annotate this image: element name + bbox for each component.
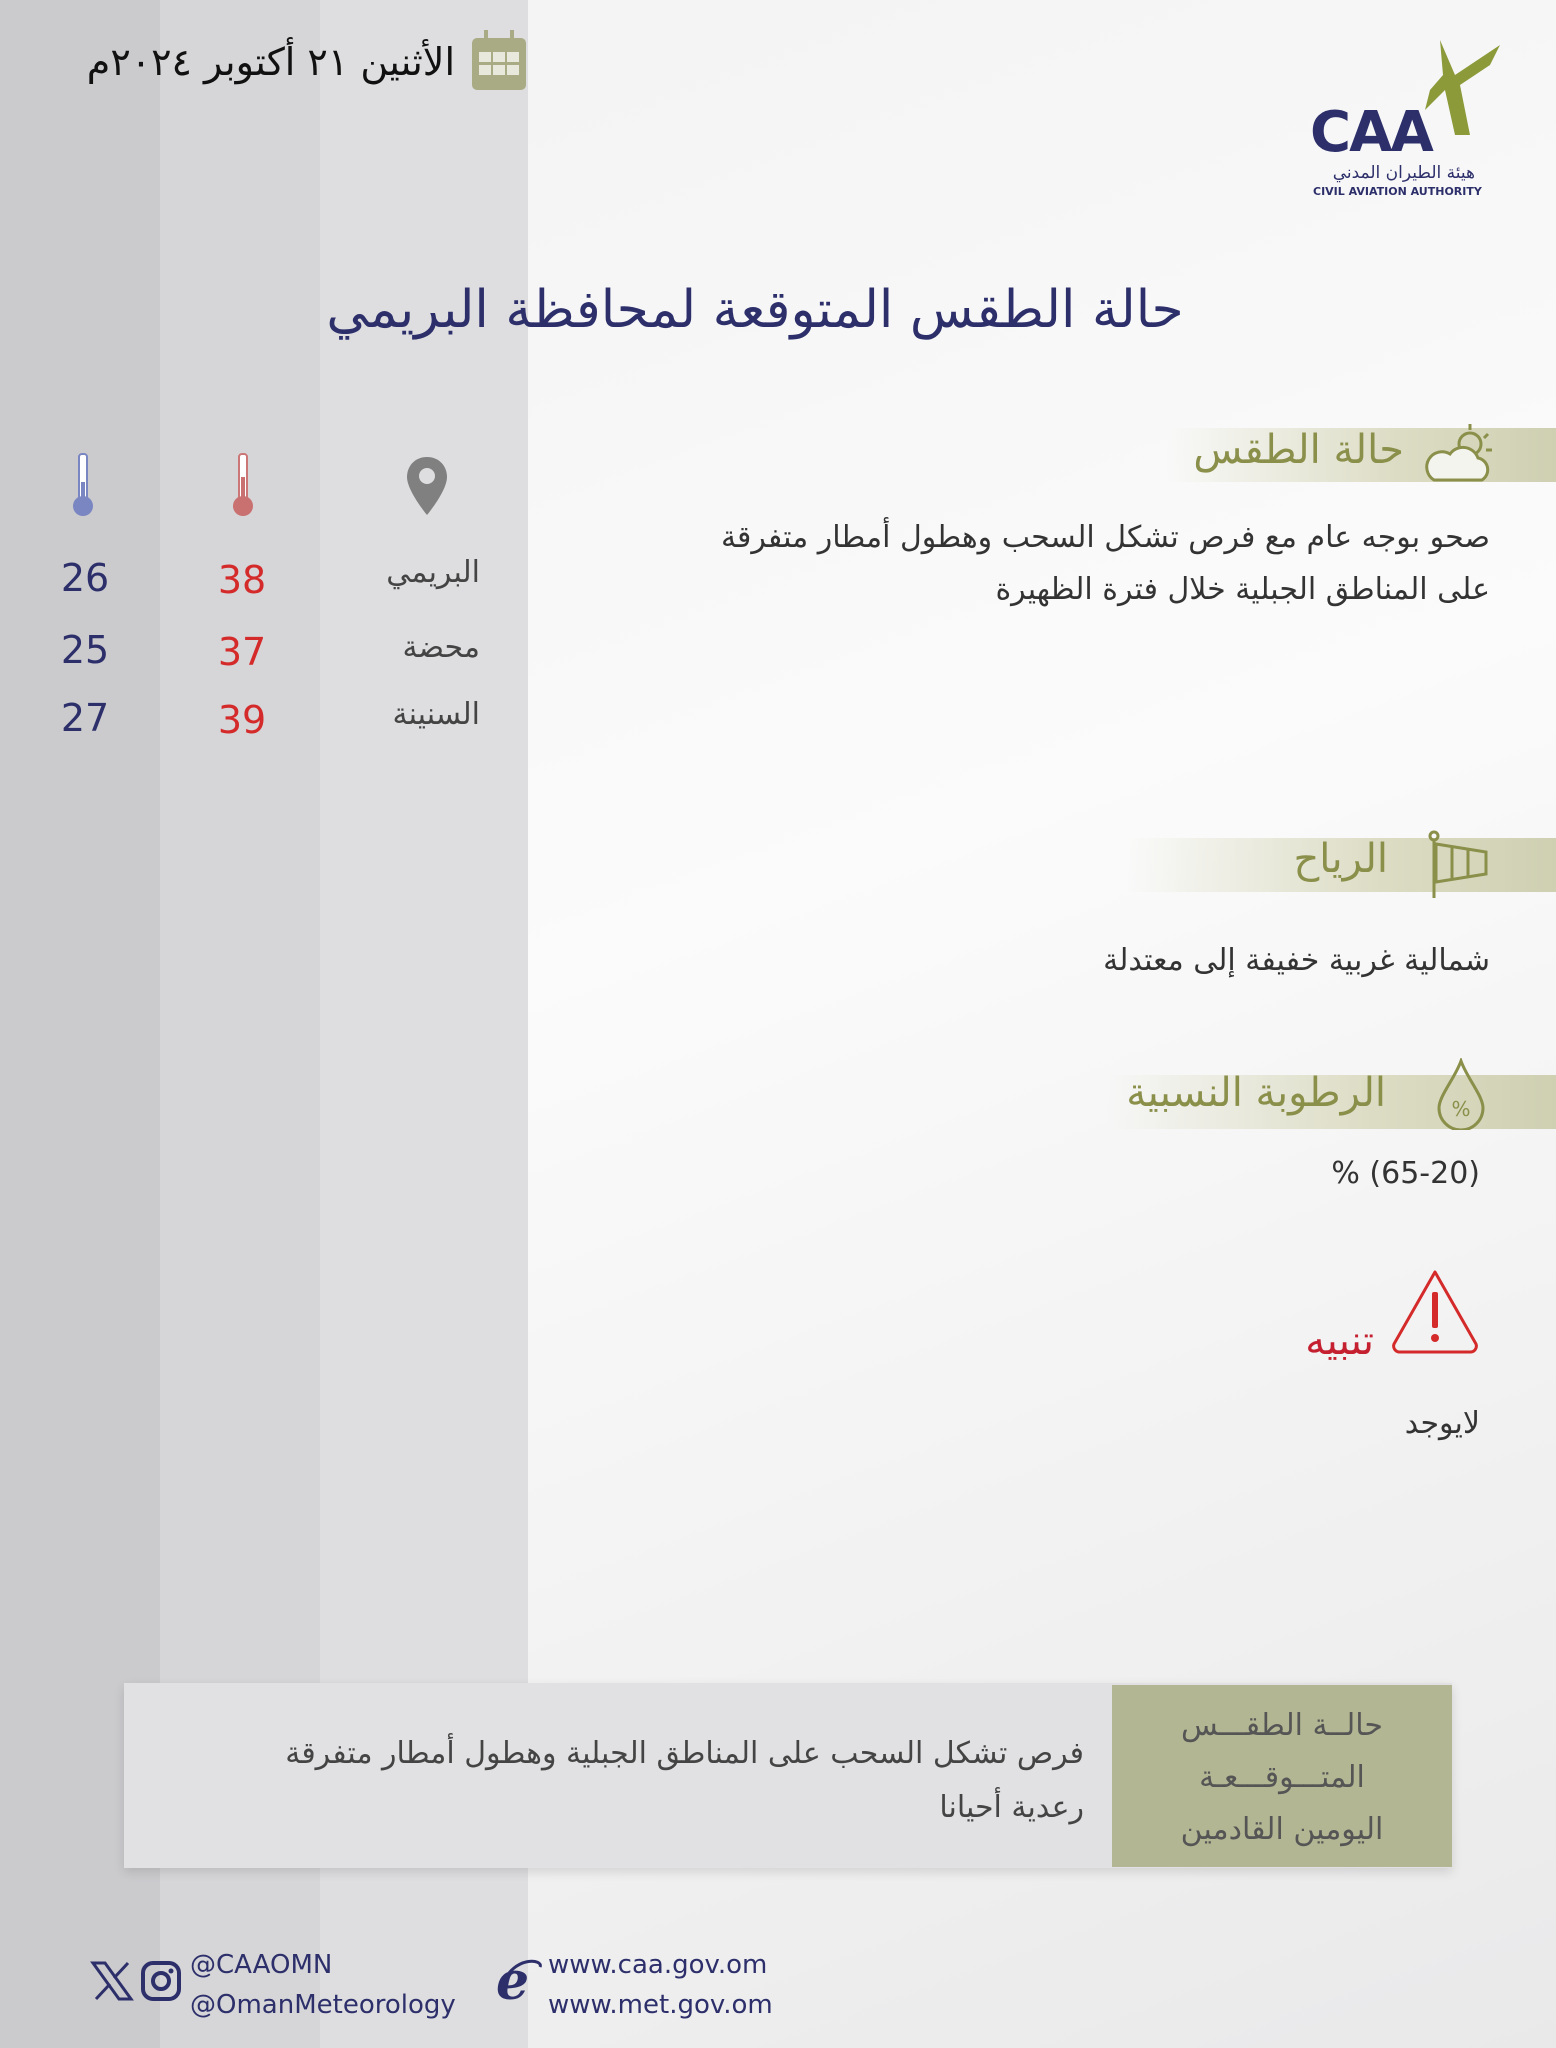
instagram-icon[interactable] (140, 1960, 182, 2002)
logo-english: CIVIL AVIATION AUTHORITY (1313, 185, 1482, 198)
weather-heading-band (1166, 428, 1556, 482)
logo-arabic: هيئة الطيران المدني (1332, 163, 1475, 183)
station-min-temp: 26 (60, 556, 110, 600)
station-name: البريمي (386, 555, 480, 590)
social-handle-link[interactable]: @OmanMeteorology (190, 1990, 456, 2020)
calendar-icon (472, 30, 526, 90)
station-max-temp: 39 (217, 698, 267, 742)
weather-description-line: صحو بوجه عام مع فرص تشكل السحب وهطول أمط… (720, 520, 1490, 555)
humidity-drop-icon: % (1437, 1058, 1485, 1130)
station-max-temp: 38 (217, 558, 267, 602)
station-name: السنينة (392, 697, 480, 732)
outlook-description-line: فرص تشكل السحب على المناطق الجبلية وهطول… (285, 1736, 1084, 1771)
outlook-label-line: حالــة الطقـــس (1181, 1708, 1383, 1743)
website-link[interactable]: www.caa.gov.om (548, 1950, 768, 1980)
date-text: الأثنين ٢١ أكتوبر ٢٠٢٤م (86, 40, 455, 84)
caa-logo: CAA هيئة الطيران المدني CIVIL AVIATION A… (1305, 35, 1505, 205)
outlook-description-line: رعدية أحيانا (939, 1790, 1084, 1825)
thermometer-cold-icon (73, 453, 93, 516)
humidity-value: % (65-20) (1331, 1156, 1480, 1191)
outlook-label-line: المتـــوقـــعـة (1199, 1760, 1365, 1795)
windsock-icon (1428, 830, 1488, 898)
humidity-heading: الرطوبة النسبية (1126, 1070, 1386, 1116)
weather-heading: حالة الطقس (1193, 427, 1404, 473)
outlook-label-panel (1112, 1685, 1452, 1867)
winds-heading-band (1126, 838, 1556, 892)
warning-icon (1392, 1270, 1478, 1354)
alert-description: لايوجد (1404, 1406, 1480, 1441)
weather-description-line: على المناطق الجبلية خلال فترة الظهيرة (995, 572, 1490, 607)
alert-heading: تنبيه (1305, 1318, 1374, 1364)
station-name: محضة (402, 630, 480, 665)
location-pin-icon (407, 457, 447, 515)
station-min-temp: 27 (60, 696, 110, 740)
outlook-label-line: اليومين القادمين (1180, 1812, 1384, 1847)
social-handle-link[interactable]: @CAAOMN (190, 1950, 333, 1980)
station-min-temp: 25 (60, 628, 110, 672)
page-title: حالة الطقس المتوقعة لمحافظة البريمي (326, 280, 1184, 340)
svg-text:%: % (1451, 1097, 1470, 1121)
station-max-temp: 37 (217, 630, 267, 674)
winds-description: شمالية غربية خفيفة إلى معتدلة (1103, 943, 1490, 978)
logo-text: CAA (1310, 100, 1434, 165)
thermometer-hot-icon (233, 453, 253, 516)
partly-cloudy-icon (1425, 424, 1492, 482)
x-twitter-icon[interactable] (90, 1960, 134, 2002)
winds-heading: الرياح (1293, 836, 1388, 882)
outlook-label: حالــة الطقـــس المتـــوقـــعـة اليومين … (1112, 1700, 1452, 1856)
plane-icon (1425, 40, 1500, 135)
website-link[interactable]: www.met.gov.om (548, 1990, 773, 2020)
web-browser-icon: e (496, 1955, 542, 2007)
